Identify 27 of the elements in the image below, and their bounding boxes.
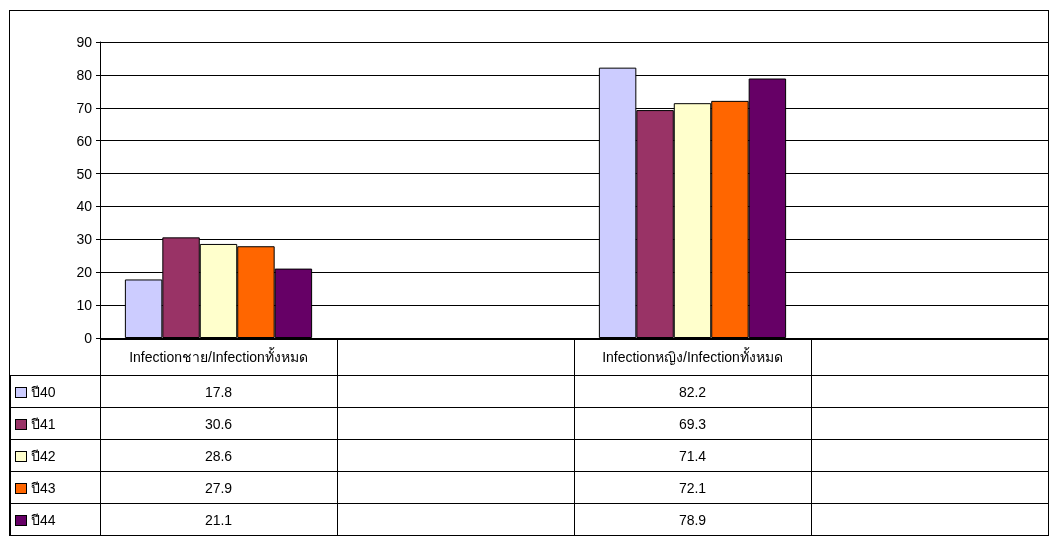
y-tick-label: 0 (84, 330, 93, 346)
data-label: 78.9 (574, 503, 811, 536)
data-label: 69.3 (574, 407, 811, 440)
data-label: 27.9 (100, 471, 337, 504)
y-tick-label: 40 (76, 198, 93, 215)
legend-label: ปี41 (10, 407, 100, 440)
y-tick-label: 70 (76, 99, 93, 116)
legend-label: ปี42 (10, 439, 100, 472)
data-label: 28.6 (100, 439, 337, 472)
data-label: 30.6 (100, 407, 337, 440)
data-label: 72.1 (574, 471, 811, 504)
y-tick-label: 90 (76, 34, 93, 50)
data-label: 17.8 (100, 375, 337, 408)
y-tick-label: 60 (76, 132, 93, 149)
legend-label: ปี40 (10, 375, 100, 408)
legend-label: ปี44 (10, 503, 100, 536)
data-label: 82.2 (574, 375, 811, 408)
x-tick-label: Infectionชาย/Infectionทั้งหมด (100, 339, 337, 376)
y-tick-label: 30 (76, 231, 93, 248)
data-label: 21.1 (100, 503, 337, 536)
legend-label: ปี43 (10, 471, 100, 504)
data-label: 71.4 (574, 439, 811, 472)
y-tick-label: 20 (76, 264, 93, 281)
y-tick-label: 50 (76, 165, 93, 182)
x-tick-label: Infectionหญิง/Infectionทั้งหมด (574, 339, 811, 376)
y-tick-label: 80 (76, 66, 93, 83)
y-tick-label: 10 (76, 297, 93, 314)
